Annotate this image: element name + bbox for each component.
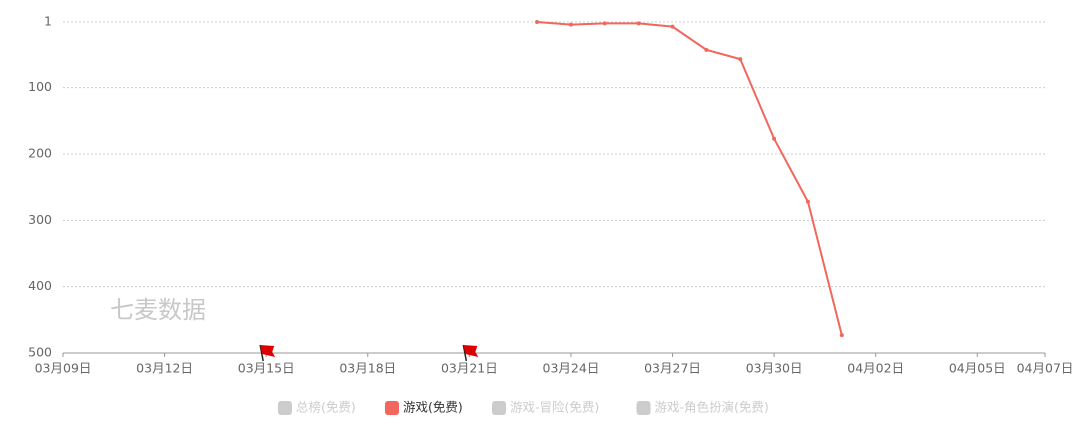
point	[772, 136, 777, 141]
y-tick-label: 500	[28, 345, 52, 360]
point	[805, 199, 810, 204]
legend-swatch[interactable]	[636, 401, 651, 415]
y-tick-label: 1	[44, 14, 52, 29]
point	[738, 57, 743, 62]
legend-label[interactable]: 游戏-角色扮演(免费)	[655, 400, 769, 415]
x-tick-label: 03月12日	[136, 361, 193, 376]
x-tick-label: 03月21日	[441, 361, 498, 376]
point	[839, 333, 844, 338]
point	[535, 20, 540, 24]
y-tick-label: 100	[28, 79, 52, 94]
x-tick-label: 03月15日	[238, 361, 295, 376]
legend-label[interactable]: 游戏-冒险(免费)	[510, 400, 599, 415]
x-tick-label: 04月05日	[949, 361, 1006, 376]
y-tick-label: 400	[28, 278, 52, 293]
point	[636, 21, 641, 26]
x-tick-label: 03月18日	[339, 361, 396, 376]
legend-label[interactable]: 总榜(免费)	[296, 400, 356, 415]
x-tick-label: 03月09日	[35, 361, 92, 376]
x-tick-label: 03月24日	[543, 361, 600, 376]
y-tick-label: 200	[28, 146, 52, 161]
legend-swatch[interactable]	[492, 401, 506, 415]
flag	[462, 344, 479, 362]
flag	[259, 344, 276, 362]
y-tick-label: 300	[28, 212, 52, 227]
legend-swatch[interactable]	[278, 401, 292, 415]
watermark: 七麦数据	[110, 296, 206, 324]
point	[670, 24, 675, 29]
series-line	[536, 21, 843, 336]
legend-label[interactable]: 游戏(免费)	[403, 400, 463, 415]
point	[568, 22, 573, 27]
legend-swatch[interactable]	[385, 401, 399, 415]
point	[602, 21, 607, 26]
x-tick-label: 03月30日	[746, 361, 803, 376]
point	[704, 47, 709, 52]
x-tick-label: 03月27日	[644, 361, 701, 376]
flag-cloth	[463, 345, 479, 357]
x-tick-label: 04月02日	[847, 361, 904, 376]
flag-pole	[462, 344, 468, 362]
flag-pole	[259, 344, 264, 362]
x-tick-label: 04月07日	[1017, 361, 1074, 376]
flag-cloth	[260, 345, 276, 357]
